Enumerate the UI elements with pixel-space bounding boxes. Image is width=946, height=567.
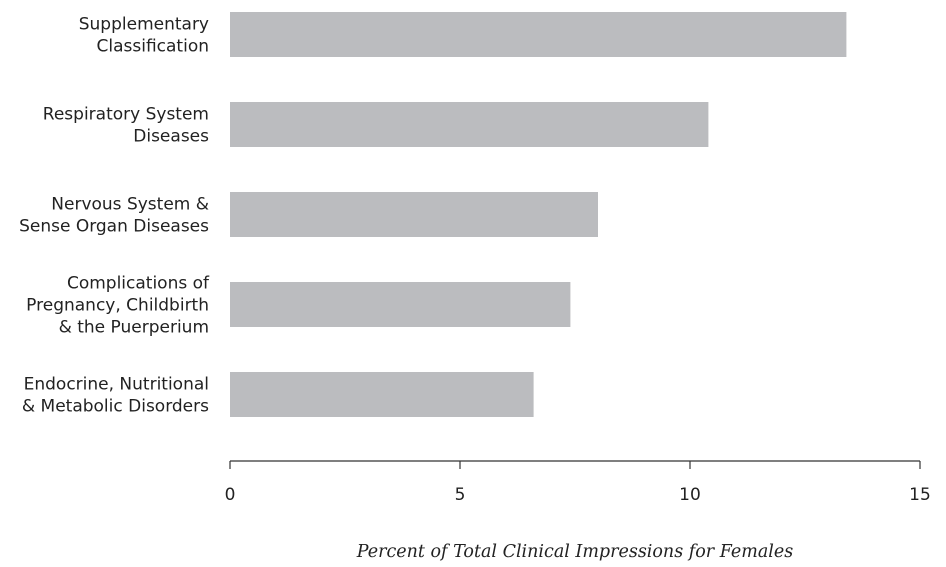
x-tick-label: 0 [225,485,236,505]
x-tick-label: 15 [909,485,931,505]
category-label: Supplementary Classification [79,15,209,57]
category-label-line: Classification [97,37,209,57]
bars-group [230,12,847,417]
category-label-line: Supplementary [79,15,209,35]
category-label-line: Diseases [133,127,209,147]
category-label-line: Sense Organ Diseases [19,217,209,237]
category-label-line: Respiratory System [43,105,209,125]
x-tick-label: 5 [455,485,466,505]
bar [230,282,571,327]
category-label-line: Nervous System & [51,195,209,215]
bar [230,192,598,237]
bar [230,102,709,147]
x-axis-title: Percent of Total Clinical Impressions fo… [356,542,793,562]
category-label-line: Complications of [67,274,210,294]
category-label: Complications of Pregnancy, Childbirth & t… [26,274,210,338]
category-label: Respiratory System Diseases [43,105,209,147]
bar [230,372,534,417]
x-axis: 0 5 10 15 [225,460,931,505]
category-label-line: & the Puerperium [59,318,209,338]
category-label-line: & Metabolic Disorders [22,397,209,417]
category-label: Nervous System & Sense Organ Diseases [19,195,209,237]
x-tick-label: 10 [679,485,701,505]
category-label-line: Pregnancy, Childbirth [26,296,209,316]
bar [230,12,847,57]
category-labels-group: Supplementary Classification Respiratory S… [19,15,210,417]
category-label: Endocrine, Nutritional & Metabolic Disord… [22,375,209,417]
category-label-line: Endocrine, Nutritional [24,375,209,395]
